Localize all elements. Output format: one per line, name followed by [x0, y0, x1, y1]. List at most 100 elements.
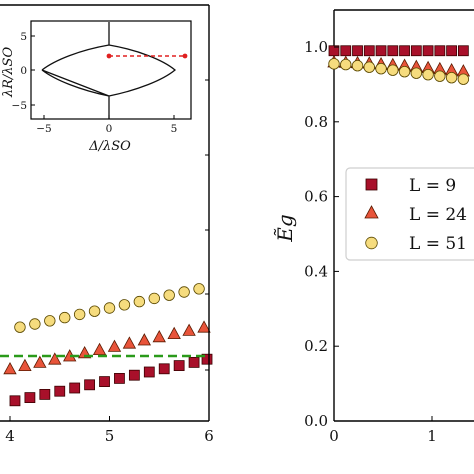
data-point [375, 62, 387, 75]
data-point [197, 320, 211, 333]
inset-x-tick-label: 5 [171, 123, 178, 135]
legend-marker-circle [365, 236, 378, 250]
y-tick-label: 0.2 [304, 337, 328, 355]
right-axes-frame [333, 9, 474, 422]
legend-marker-square [365, 178, 378, 191]
data-point [9, 395, 21, 407]
data-point [48, 352, 62, 365]
inset-path-end [182, 53, 188, 59]
data-point [387, 64, 399, 76]
data-point [167, 326, 181, 340]
data-point [422, 68, 434, 81]
x-tick-label: 5 [105, 427, 115, 445]
data-point [193, 283, 205, 295]
right-y-axis-label: Ẽg [273, 214, 297, 242]
data-point [163, 289, 175, 301]
data-point [103, 302, 116, 314]
legend-box [345, 167, 474, 261]
data-point [363, 45, 375, 57]
data-point [399, 45, 410, 57]
data-point [29, 318, 41, 330]
data-point [33, 355, 47, 368]
data-point [59, 311, 71, 324]
right-y-ticks: 1.0 0.8 0.6 0.4 0.2 0.0 [304, 38, 339, 430]
data-point [137, 333, 151, 346]
data-point [18, 358, 32, 372]
data-point [128, 369, 140, 381]
x-tick-label: 6 [204, 427, 214, 445]
data-point [44, 315, 56, 327]
y-tick-label: 0.6 [304, 188, 328, 206]
data-point [457, 73, 470, 85]
inset-y-ticks: 5 0 −5 [12, 31, 35, 112]
data-point [434, 70, 446, 82]
y-tick-label: 0.4 [304, 262, 328, 280]
data-point [92, 342, 107, 356]
left-axes-frame [0, 4, 210, 422]
data-point [69, 382, 81, 394]
data-point [118, 299, 131, 311]
legend-label: L = 9 [409, 176, 456, 196]
data-point [340, 58, 352, 71]
data-point [84, 379, 95, 391]
data-point [133, 295, 146, 308]
data-point [143, 366, 155, 378]
inset-y-tick-label: 5 [20, 31, 27, 43]
data-point [387, 45, 399, 57]
data-point [173, 360, 185, 372]
data-point [88, 305, 101, 317]
data-point [201, 353, 213, 365]
x-tick-label: 0 [329, 427, 339, 445]
data-point [148, 292, 160, 305]
data-point [351, 59, 364, 72]
data-point [3, 361, 17, 375]
data-point [182, 323, 196, 336]
inset-x-ticks: −5 0 5 [36, 115, 177, 135]
data-point [398, 65, 411, 78]
data-point [107, 339, 122, 352]
inset-plot: 5 0 −5 −5 0 5 Δ/λSO λR/λSO [1, 20, 192, 154]
left-panel: 4 5 6 5 0 −5 −5 0 5 [0, 4, 214, 445]
inset-phase-boundary [41, 22, 177, 119]
left-markers [3, 283, 213, 407]
data-point [178, 286, 190, 298]
inset-path-start [106, 53, 112, 59]
y-tick-label: 0.8 [304, 113, 328, 131]
legend: L = 9 L = 24 L = 51 [345, 167, 474, 261]
data-point [457, 45, 469, 57]
data-point [99, 376, 110, 388]
data-point [340, 45, 352, 57]
inset-y-tick-label: −5 [12, 100, 27, 112]
data-point [445, 71, 458, 84]
data-point [352, 45, 363, 57]
data-point [122, 336, 137, 349]
data-point [39, 388, 51, 400]
inset-y-label: λR/λSO [1, 47, 16, 99]
y-tick-label: 1.0 [304, 38, 328, 56]
inset-y-tick-label: 0 [20, 65, 27, 77]
data-point [375, 45, 387, 57]
y-tick-label: 0.0 [304, 412, 328, 430]
data-point [54, 385, 66, 397]
legend-label: L = 51 [409, 234, 467, 254]
data-point [446, 45, 458, 57]
inset-x-label: Δ/λSO [88, 139, 131, 154]
inset-x-tick-label: −5 [36, 123, 51, 135]
data-point [422, 45, 434, 57]
data-point [73, 308, 86, 321]
right-markers [327, 45, 471, 85]
data-point [410, 67, 423, 79]
data-point [328, 58, 340, 70]
data-point [114, 372, 125, 384]
legend-label: L = 24 [409, 205, 467, 225]
data-point [188, 356, 200, 368]
data-point [152, 329, 166, 343]
data-point [158, 363, 170, 375]
data-point [410, 45, 422, 57]
x-tick-label: 4 [5, 427, 15, 445]
legend-marker-triangle [364, 205, 379, 219]
data-point [14, 321, 26, 333]
